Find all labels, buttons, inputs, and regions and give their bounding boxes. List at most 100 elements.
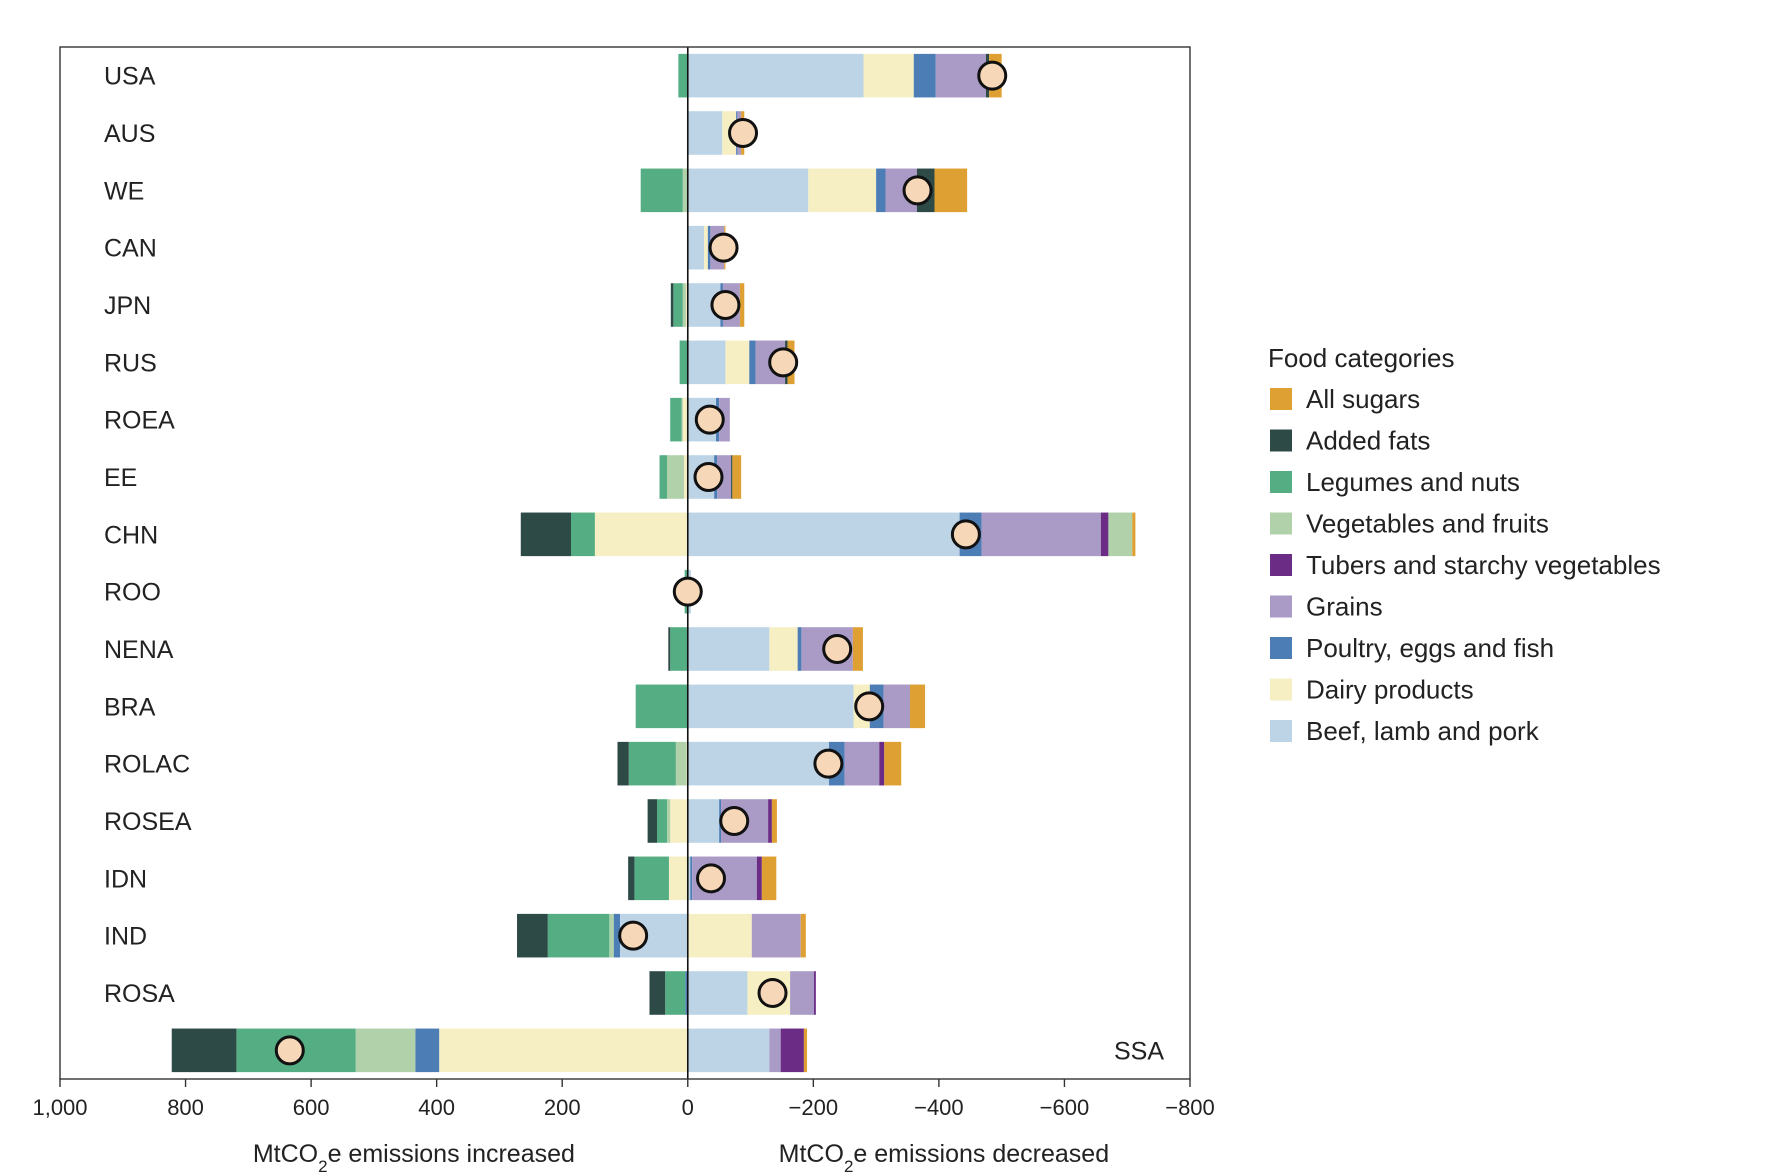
x-axis-title-decreased: MtCO2e emissions decreased: [779, 1140, 1109, 1172]
bar-ssa-beef-lamb-and-pork: [687, 1028, 770, 1073]
net-marker-ind: [618, 920, 649, 951]
net-marker-can: [708, 232, 739, 263]
bar-nena-poultry-eggs-and-fish: [797, 627, 802, 671]
legend-swatch-tubers-and-starchy-vegetables: [1270, 554, 1292, 576]
region-label-rosa: ROSA: [104, 980, 175, 1008]
bar-rosea-beef-lamb-and-pork: [687, 799, 720, 843]
x-tick-label-3: 400: [418, 1095, 455, 1120]
bar-nena-legumes-and-nuts: [670, 627, 688, 671]
bar-usa-legumes-and-nuts: [678, 53, 688, 98]
bar-ind-all-sugars: [800, 913, 806, 958]
region-label-rus: RUS: [104, 349, 157, 377]
x-tick-label-1: 800: [167, 1095, 204, 1120]
bar-chn-added-fats: [520, 512, 572, 557]
region-label-nena: NENA: [104, 636, 174, 664]
region-label-aus: AUS: [104, 120, 155, 148]
bar-ee-vegetables-and-fruits: [667, 455, 685, 499]
bar-bra-all-sugars: [910, 684, 926, 729]
bar-rus-dairy-products: [725, 340, 750, 385]
legend-swatch-legumes-and-nuts: [1270, 471, 1292, 493]
bar-bra-grains: [883, 684, 911, 729]
bar-idn-legumes-and-nuts: [634, 856, 669, 901]
bar-ee-added-fats: [731, 455, 733, 499]
region-label-we: WE: [104, 177, 144, 205]
bar-ssa-dairy-products: [439, 1028, 688, 1073]
bar-ssa-poultry-eggs-and-fish: [415, 1028, 440, 1073]
bar-rolac-grains: [844, 741, 880, 786]
bar-rolac-tubers-and-starchy-vegetables: [879, 741, 885, 786]
legend-label-grains: Grains: [1306, 592, 1383, 622]
net-marker-rosea: [719, 806, 750, 836]
bar-chn-legumes-and-nuts: [571, 512, 595, 557]
bar-roea-legumes-and-nuts: [670, 397, 682, 442]
region-label-idn: IDN: [104, 865, 147, 893]
x-tick-label-6: −200: [789, 1095, 839, 1120]
x-axis: 1,000 800 600 400 200 0 −200 −400 −600 −800: [32, 1079, 1215, 1120]
region-label-rolac: ROLAC: [104, 751, 190, 779]
legend-swatch-beef-lamb-and-pork: [1270, 720, 1292, 742]
bar-chn-all-sugars: [1132, 512, 1136, 557]
legend-label-dairy-products: Dairy products: [1306, 675, 1474, 705]
region-label-rosea: ROSEA: [104, 808, 192, 836]
net-marker-roo: [672, 576, 703, 607]
bar-ee-grains: [717, 455, 732, 499]
region-label-ssa: SSA: [1114, 1037, 1164, 1065]
net-marker-bra: [854, 691, 885, 722]
bar-ind-poultry-eggs-and-fish: [613, 913, 620, 958]
x-tick-label-9: −800: [1165, 1095, 1215, 1120]
legend: Food categories All sugars Added fats Legu…: [1268, 343, 1661, 746]
bar-rosea-legumes-and-nuts: [657, 799, 668, 843]
bar-idn-added-fats: [628, 856, 635, 901]
x-tick-label-7: −400: [914, 1095, 964, 1120]
legend-label-vegetables-and-fruits: Vegetables and fruits: [1306, 509, 1549, 539]
x-tick-label-4: 200: [544, 1095, 581, 1120]
bar-we-beef-lamb-and-pork: [687, 168, 809, 213]
net-marker-rolac: [813, 748, 844, 779]
net-marker-rosa: [757, 978, 788, 1008]
net-marker-chn: [950, 519, 981, 550]
bar-idn-beef-lamb-and-pork: [687, 856, 691, 901]
legend-swatch-added-fats: [1270, 429, 1292, 452]
labels-layer: USA AUS WE CAN JPN RUS ROEA EE CHN ROO NENA BRA ROLA…: [104, 63, 1164, 1066]
legend-label-legumes-and-nuts: Legumes and nuts: [1306, 467, 1520, 497]
bar-rosa-beef-lamb-and-pork: [687, 971, 748, 1015]
region-label-chn: CHN: [104, 521, 158, 549]
bar-rosa-grains: [790, 971, 814, 1015]
legend-title: Food categories: [1268, 343, 1454, 373]
bar-ee-all-sugars: [732, 455, 742, 499]
bar-bra-legumes-and-nuts: [635, 684, 688, 729]
bar-idn-poultry-eggs-and-fish: [690, 856, 693, 901]
bar-rolac-legumes-and-nuts: [628, 741, 676, 786]
bar-rosa-poultry-eggs-and-fish: [685, 971, 688, 1015]
bar-we-poultry-eggs-and-fish: [876, 168, 886, 213]
markers-layer: [274, 60, 1008, 1066]
region-label-roea: ROEA: [104, 407, 175, 435]
region-label-can: CAN: [104, 235, 157, 263]
bar-ind-dairy-products: [687, 913, 752, 958]
bar-ee-legumes-and-nuts: [659, 455, 668, 499]
bar-we-dairy-products: [808, 168, 877, 213]
bar-chn-vegetables-and-fruits: [1108, 512, 1133, 557]
bar-rosea-dairy-products: [670, 799, 688, 843]
bar-we-all-sugars: [934, 168, 968, 213]
bar-rosea-vegetables-and-fruits: [667, 799, 671, 843]
bar-jpn-dairy-products: [685, 283, 688, 327]
bar-ssa-added-fats: [171, 1028, 237, 1073]
bar-rolac-all-sugars: [884, 741, 902, 786]
net-marker-nena: [822, 634, 853, 664]
legend-swatch-dairy-products: [1270, 678, 1292, 701]
plot-frame: [59, 46, 1191, 1080]
bar-idn-dairy-products: [668, 856, 688, 901]
net-marker-usa: [977, 60, 1008, 91]
bar-ind-vegetables-and-fruits: [609, 913, 614, 958]
bar-rosa-legumes-and-nuts: [665, 971, 686, 1015]
bar-chn-grains: [981, 512, 1101, 557]
bar-nena-dairy-products: [769, 627, 798, 671]
bar-nena-beef-lamb-and-pork: [687, 627, 770, 671]
bar-rus-legumes-and-nuts: [679, 340, 688, 385]
region-label-roo: ROO: [104, 579, 161, 607]
bar-we-legumes-and-nuts: [640, 168, 683, 213]
bar-ind-legumes-and-nuts: [547, 913, 610, 958]
net-marker-rus: [768, 347, 799, 378]
